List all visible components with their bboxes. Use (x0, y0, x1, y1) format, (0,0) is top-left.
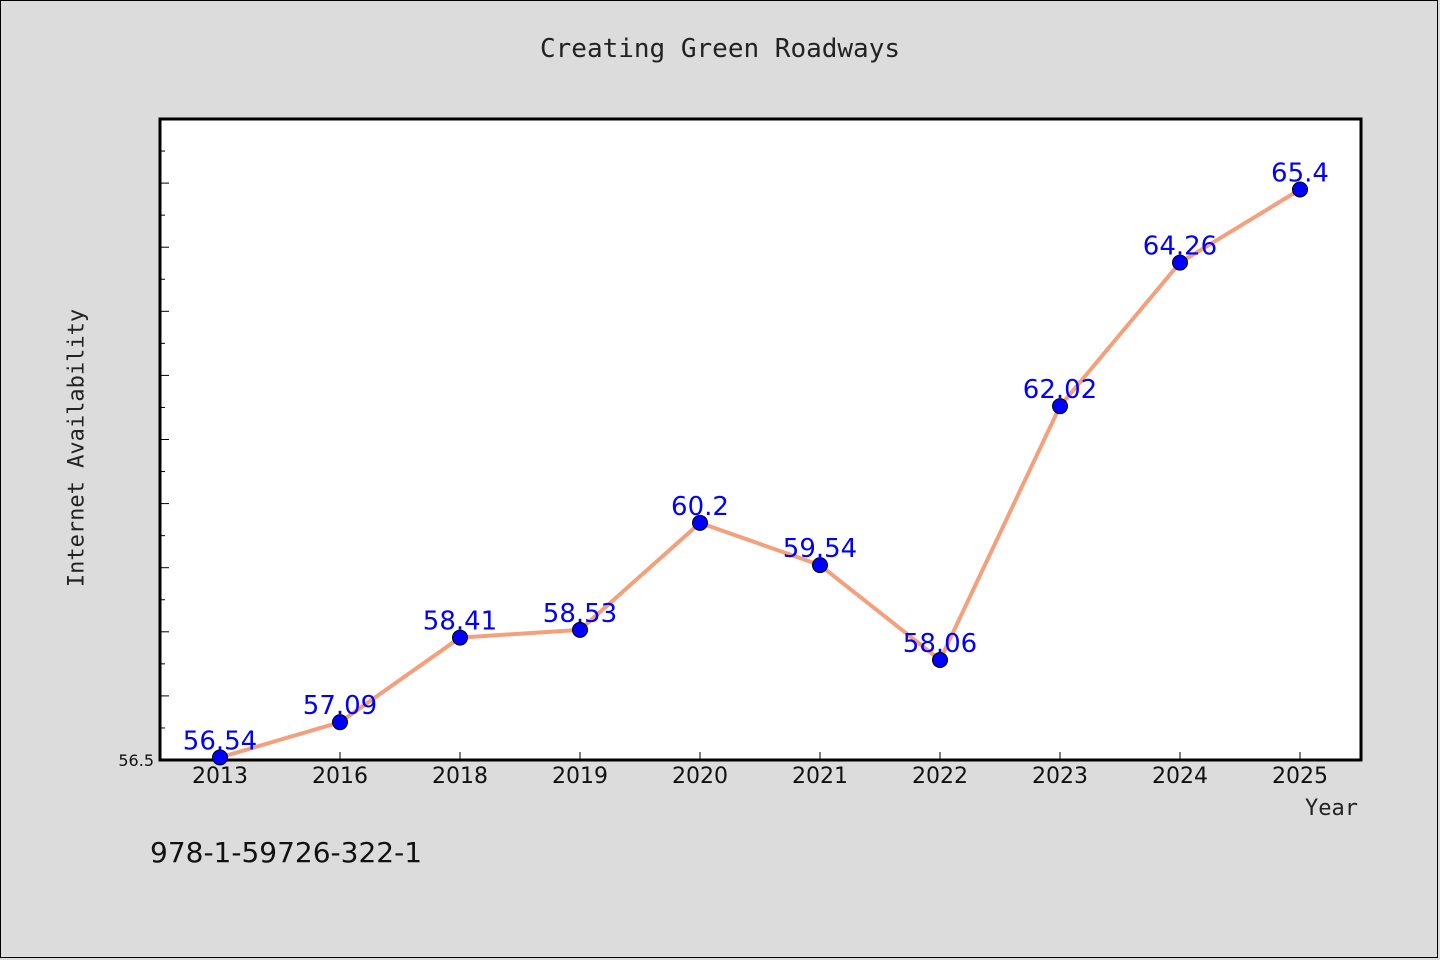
chart-title: Creating Green Roadways (539, 34, 901, 64)
x-tick-label: 2019 (552, 764, 608, 789)
x-tick-label: 2025 (1272, 764, 1328, 789)
data-point (932, 652, 948, 669)
data-label-layer: 56.54 57.09 58.41 58.53 60.2 59.54 58.06 62.02 6… (183, 159, 1329, 757)
data-point (572, 621, 588, 638)
x-tick-label: 2018 (432, 764, 488, 789)
data-label: 60.2 (671, 492, 729, 522)
data-point (692, 514, 708, 531)
data-label: 65.4 (1271, 159, 1329, 189)
plot-area (158, 117, 1363, 762)
data-point (332, 714, 348, 731)
x-tick-label: 2023 (1032, 764, 1088, 789)
data-point (1292, 181, 1308, 198)
data-point (1172, 254, 1188, 271)
data-label: 58.41 (423, 607, 497, 637)
series-layer (212, 181, 1308, 766)
x-tick-label: 2013 (192, 764, 248, 789)
x-tick-label: 2020 (672, 764, 728, 789)
y-axis-ticks: 56.5 (118, 118, 169, 770)
data-label: 59.54 (783, 534, 857, 564)
x-tick-label: 2021 (792, 764, 848, 789)
x-axis-label: Year (1305, 796, 1358, 821)
x-tick-label: 2016 (312, 764, 368, 789)
data-label: 58.53 (543, 599, 617, 629)
x-tick-label: 2022 (912, 764, 968, 789)
data-point (212, 749, 228, 766)
data-point (812, 557, 828, 574)
data-label: 58.06 (903, 629, 977, 659)
y-tick-label: 56.5 (118, 751, 154, 770)
data-point (1052, 398, 1068, 415)
data-point (452, 629, 468, 646)
data-label: 64.26 (1143, 232, 1217, 262)
x-tick-label: 2024 (1152, 764, 1208, 789)
data-label: 57.09 (303, 691, 377, 721)
series-line (218, 187, 1302, 760)
data-label: 62.02 (1023, 375, 1097, 405)
x-axis-ticks: 2013 2016 2018 2019 2020 2021 2022 2023 2024 2025 (192, 752, 1328, 789)
data-label: 56.54 (183, 726, 257, 756)
footer-code: 978-1-59726-322-1 (150, 836, 423, 869)
